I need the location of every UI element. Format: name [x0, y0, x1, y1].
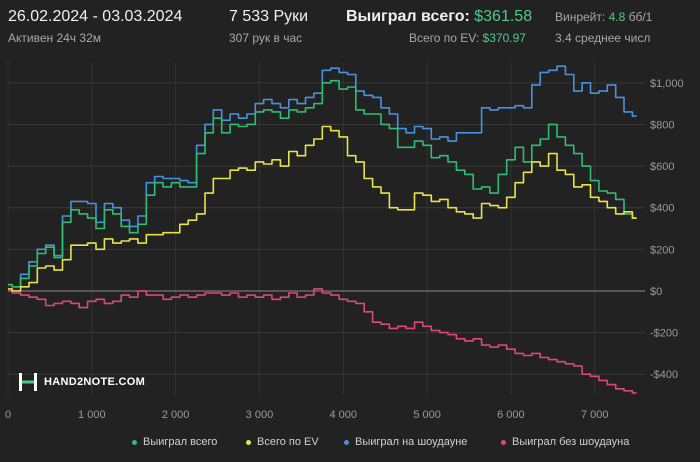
ev-total-value: $370.97 [482, 31, 526, 45]
legend-won-showdown-dot [344, 439, 349, 445]
legend-ev-total[interactable]: Всего по EV [246, 436, 319, 448]
legend-ev-total-dot [246, 439, 251, 445]
avg-count: 3.4 среднее числ [555, 31, 651, 45]
x-tick-label: 2 000 [162, 409, 190, 421]
grid [7, 62, 645, 395]
ev-total-label: Всего по EV: [409, 31, 480, 45]
x-tick-label: 4 000 [329, 409, 357, 421]
legend-won-showdown-label: Выиграл на шоудауне [355, 436, 468, 448]
logo-text: HAND2NOTE.COM [44, 376, 146, 388]
y-tick-label: -$400 [650, 369, 678, 381]
stats-header: 26.02.2024 - 03.03.2024 Активен 24ч 32м … [0, 0, 700, 50]
hands-count: 7 533 Руки [229, 8, 309, 25]
y-axis: $1,000 $800 $600 $400 $200 $0 -$200 -$400 [650, 78, 684, 381]
legend-won-total-label: Выиграл всего [143, 436, 218, 448]
legend-won-no-showdown-label: Выиграл без шоудауна [512, 436, 630, 448]
x-tick-label: 0 [5, 409, 11, 421]
y-tick-label: $200 [650, 244, 674, 256]
y-tick-label: $400 [650, 203, 674, 215]
ev-total: Всего по EV: $370.97 [409, 31, 526, 45]
active-time: Активен 24ч 32м [8, 31, 101, 45]
won-total-label: Выиграл всего: [346, 8, 470, 25]
y-tick-label: $0 [650, 286, 662, 298]
legend-won-no-showdown-dot [501, 439, 506, 445]
hand2note-logo-icon [19, 373, 37, 391]
won-total-value: $361.58 [474, 8, 533, 25]
y-tick-label: -$200 [650, 328, 678, 340]
x-tick-label: 3 000 [246, 409, 274, 421]
date-range: 26.02.2024 - 03.03.2024 [8, 8, 183, 25]
x-axis: 0 1 000 2 000 3 000 4 000 5 000 6 000 7 000 [5, 409, 609, 421]
legend-won-no-showdown[interactable]: Выиграл без шоудауна [501, 436, 629, 448]
legend-ev-total-label: Всего по EV [257, 436, 319, 448]
winrate: Винрейт: 4.8 бб/1 [555, 10, 652, 24]
ev-total-line [8, 125, 637, 292]
y-tick-label: $600 [650, 161, 674, 173]
legend-won-total[interactable]: Выиграл всего [132, 436, 217, 448]
winrate-unit: бб/1 [628, 10, 653, 24]
won-total: Выиграл всего: $361.58 [346, 8, 532, 26]
x-tick-label: 7 000 [581, 409, 609, 421]
y-tick-label: $800 [650, 119, 674, 131]
x-tick-label: 5 000 [413, 409, 441, 421]
won-total-line [8, 79, 637, 288]
series-lines [8, 65, 637, 394]
legend-won-total-dot [132, 439, 137, 445]
legend-won-showdown[interactable]: Выиграл на шоудауне [344, 436, 467, 448]
winrate-label: Винрейт: [555, 10, 606, 24]
won-no-showdown-line [8, 288, 637, 394]
x-tick-label: 1 000 [78, 409, 106, 421]
winrate-value: 4.8 [608, 10, 626, 24]
x-tick-label: 6 000 [497, 409, 525, 421]
y-tick-label: $1,000 [650, 78, 684, 90]
chart-legend: Выиграл всего Всего по EV Выиграл на шоу… [0, 436, 700, 456]
hands-per-hour: 307 рук в час [229, 31, 303, 45]
